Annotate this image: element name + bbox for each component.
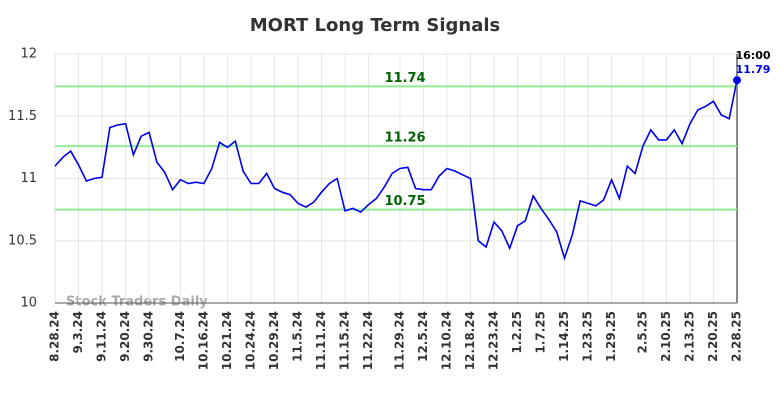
x-tick-label: 2.28.25 bbox=[730, 311, 744, 362]
x-tick-label: 10.7.24 bbox=[173, 311, 187, 362]
chart-title: MORT Long Term Signals bbox=[250, 15, 500, 36]
y-tick-label: 10.5 bbox=[8, 233, 37, 248]
x-tick-label: 1.2.25 bbox=[510, 311, 524, 354]
last-point bbox=[733, 76, 741, 85]
y-tick-label: 12 bbox=[20, 47, 37, 62]
x-tick-label: 1.23.25 bbox=[581, 311, 595, 362]
watermark: Stock Traders Daily bbox=[66, 295, 208, 310]
x-tick-label: 2.20.25 bbox=[706, 311, 720, 362]
x-tick-label: 11.29.24 bbox=[392, 311, 406, 370]
y-tick-label: 11.5 bbox=[8, 109, 37, 124]
x-tick-label: 11.22.24 bbox=[361, 311, 375, 370]
x-tick-label: 11.5.24 bbox=[291, 311, 305, 362]
x-tick-label: 1.14.25 bbox=[557, 311, 571, 362]
x-tick-label: 12.18.24 bbox=[463, 311, 477, 370]
signal-label: 10.75 bbox=[384, 194, 425, 209]
x-tick-label: 12.5.24 bbox=[416, 311, 430, 362]
y-tick-label: 10 bbox=[20, 296, 37, 311]
x-tick-label: 10.16.24 bbox=[196, 311, 210, 370]
x-tick-label: 1.29.25 bbox=[604, 311, 618, 362]
price-line bbox=[54, 79, 738, 261]
y-tick-label: 11 bbox=[20, 171, 37, 186]
x-tick-label: 9.30.24 bbox=[142, 311, 156, 362]
signal-label: 11.74 bbox=[384, 71, 425, 86]
x-tick-label: 12.23.24 bbox=[486, 311, 500, 370]
x-tick-label: 2.5.25 bbox=[635, 311, 649, 354]
x-tick-label: 9.20.24 bbox=[118, 311, 132, 362]
signal-label: 11.26 bbox=[384, 131, 425, 146]
x-tick-label: 8.28.24 bbox=[48, 311, 62, 362]
x-tick-label: 2.10.25 bbox=[659, 311, 673, 362]
x-tick-label: 9.3.24 bbox=[71, 311, 85, 354]
x-tick-label: 9.11.24 bbox=[95, 311, 109, 362]
x-tick-label: 10.21.24 bbox=[220, 311, 234, 370]
x-tick-label: 11.15.24 bbox=[338, 311, 352, 370]
x-tick-label: 12.10.24 bbox=[439, 311, 453, 370]
last-time: 16:00 bbox=[735, 49, 770, 62]
x-tick-label: 11.11.24 bbox=[314, 311, 328, 370]
last-value: 11.79 bbox=[736, 63, 771, 76]
x-tick-label: 10.24.24 bbox=[243, 311, 257, 370]
x-tick-label: 10.29.24 bbox=[267, 311, 281, 370]
x-tick-label: 1.7.25 bbox=[534, 311, 548, 354]
x-tick-label: 2.13.25 bbox=[682, 311, 696, 362]
